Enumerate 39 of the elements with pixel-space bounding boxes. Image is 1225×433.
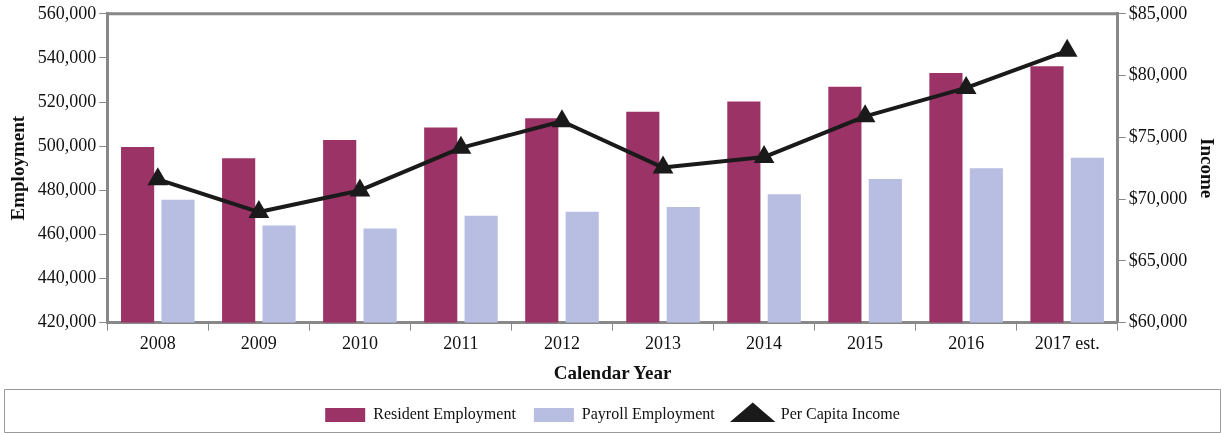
y2-tick-label: $70,000 [1128, 187, 1188, 208]
point [553, 111, 571, 128]
x-tick-label: 2014 [746, 333, 783, 354]
legend-label: Resident Employment [373, 405, 517, 424]
x-tick-label: 2015 [847, 333, 884, 354]
legend-label: Per Capita Income [780, 405, 900, 424]
x-axis-title: Calendar Year [553, 361, 672, 383]
x-tick-label: 2012 [543, 333, 580, 354]
y-tick-label: 440,000 [37, 267, 97, 288]
point [755, 147, 773, 164]
y-tick-label: 480,000 [37, 178, 97, 199]
y2-tick-label: $80,000 [1128, 64, 1188, 85]
y2-tick-label: $75,000 [1128, 126, 1188, 147]
x-tick-label: 2010 [341, 333, 378, 354]
point [957, 77, 976, 94]
x-tick-label: 2017 est. [1034, 333, 1100, 354]
y-tick-label: 460,000 [37, 223, 97, 244]
legend-label: Payroll Employment [581, 405, 716, 424]
point [350, 180, 369, 197]
point [148, 169, 167, 186]
x-tick-label: 2016 [948, 333, 985, 354]
y-tick-label: 500,000 [37, 134, 97, 155]
x-tick-label: 2008 [139, 333, 176, 354]
x-tick-label: 2009 [240, 333, 277, 354]
y2-axis-title: Income [1196, 138, 1218, 199]
point [1057, 38, 1078, 57]
y2-tick-label: $65,000 [1128, 249, 1188, 270]
y-tick-label: 560,000 [37, 2, 97, 23]
x-tick-label: 2013 [645, 333, 682, 354]
y2-tick-label: $60,000 [1128, 311, 1188, 332]
y-tick-label: 420,000 [37, 311, 97, 332]
point [452, 135, 472, 154]
y-tick-label: 540,000 [37, 46, 97, 67]
point [856, 106, 875, 123]
y2-tick-label: $85,000 [1128, 2, 1188, 23]
x-tick-label: 2011 [443, 333, 479, 354]
y-tick-label: 520,000 [37, 90, 97, 111]
point [249, 202, 268, 219]
y-axis-title: Employment [7, 115, 29, 221]
